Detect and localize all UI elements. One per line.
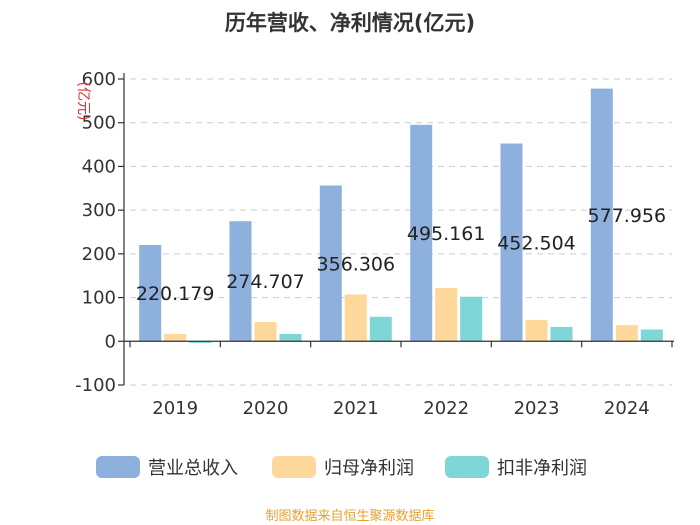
- bar-deducted-net-profit-2022: [460, 296, 483, 342]
- legend: 营业总收入 归母净利润 扣非净利润: [96, 456, 587, 479]
- legend-swatch: [96, 456, 140, 478]
- data-label-revenue-2019: 220.179: [136, 283, 215, 305]
- source-text: 制图数据来自恒生聚源数据库: [265, 508, 434, 524]
- bar-revenue-2020: [229, 221, 252, 342]
- bar-deducted-net-profit-2020: [279, 333, 302, 342]
- bar-deducted-net-profit-2023: [550, 326, 573, 342]
- data-label-revenue-2022: 495.161: [407, 223, 486, 245]
- x-axis: 2019 2020 2021 2022 2023 2024: [124, 340, 674, 419]
- bar-revenue-2024: [590, 88, 613, 342]
- legend-label: 归母净利润: [324, 458, 414, 479]
- y-tick-label: 300: [82, 200, 116, 221]
- legend-item[interactable]: 营业总收入: [96, 456, 238, 479]
- bar-revenue-2022: [410, 124, 433, 342]
- legend-label: 扣非净利润: [497, 458, 587, 479]
- data-label-revenue-2020: 274.707: [226, 271, 305, 293]
- bar-deducted-net-profit-2024: [640, 329, 663, 342]
- bar-deducted-net-profit-2019: [189, 341, 212, 343]
- y-tick-label: 400: [82, 156, 116, 177]
- data-label-revenue-2021: 356.306: [317, 253, 396, 275]
- legend-swatch: [272, 456, 316, 478]
- data-labels: 220.179 274.707 356.306 495.161 452.504 577.9…: [136, 205, 666, 305]
- bar-net-profit-2020: [254, 322, 277, 342]
- bar-net-profit-2023: [525, 319, 548, 342]
- data-label-revenue-2024: 577.956: [588, 205, 667, 227]
- y-tick-label: -100: [75, 375, 116, 396]
- x-tick-label: 2023: [514, 398, 560, 419]
- bar-net-profit-2021: [344, 294, 367, 342]
- x-tick-label: 2021: [333, 398, 379, 419]
- bar-revenue-2023: [500, 143, 523, 342]
- legend-item[interactable]: 归母净利润: [272, 456, 414, 479]
- legend-item[interactable]: 扣非净利润: [445, 456, 587, 479]
- bar-revenue-2021: [319, 185, 342, 342]
- bar-deducted-net-profit-2021: [369, 316, 392, 342]
- x-tick-label: 2019: [152, 398, 198, 419]
- y-tick-label: 0: [105, 331, 116, 352]
- legend-label: 营业总收入: [148, 458, 238, 479]
- gridlines: [130, 78, 672, 386]
- x-tick-label: 2022: [423, 398, 469, 419]
- y-tick-label: 200: [82, 244, 116, 265]
- y-tick-label: 600: [82, 69, 116, 90]
- bars: [139, 88, 663, 343]
- bar-net-profit-2019: [164, 333, 187, 342]
- data-label-revenue-2023: 452.504: [497, 232, 576, 254]
- chart-title: 历年营收、净利情况(亿元): [225, 11, 475, 35]
- y-tick-label: 500: [82, 113, 116, 134]
- x-tick-label: 2020: [243, 398, 289, 419]
- bar-revenue-2019: [139, 245, 162, 342]
- legend-swatch: [445, 456, 489, 478]
- y-axis: -100 0 100 200 300 400 500 600: [75, 69, 125, 396]
- bar-net-profit-2022: [435, 288, 458, 342]
- x-tick-label: 2024: [604, 398, 650, 419]
- y-tick-label: 100: [82, 288, 116, 309]
- y-axis-label: (亿元): [75, 82, 91, 121]
- bar-net-profit-2024: [615, 325, 638, 342]
